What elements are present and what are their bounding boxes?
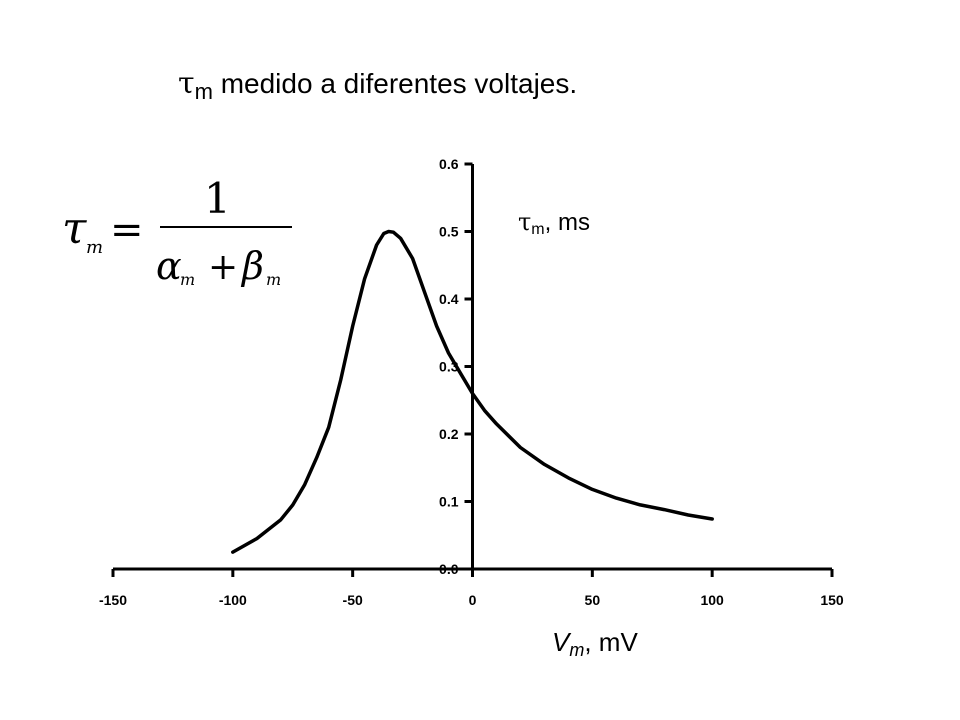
xlabel-v-symbol: V bbox=[552, 627, 570, 657]
x-tick-label: -50 bbox=[343, 592, 363, 608]
formula-lhs-tau: τ bbox=[62, 203, 87, 254]
formula-numerator: 1 bbox=[204, 175, 231, 223]
y-tick-label: 0.4 bbox=[439, 291, 459, 307]
chart-title: τm medido a diferentes voltajes. bbox=[178, 66, 577, 105]
formula-beta: β bbox=[240, 244, 264, 288]
x-tick-label: 50 bbox=[585, 592, 601, 608]
x-tick-label: 100 bbox=[700, 592, 724, 608]
formula-lhs-sub: m bbox=[86, 237, 103, 258]
y-tick-label: 0.6 bbox=[439, 156, 459, 172]
formula-beta-sub: m bbox=[266, 270, 281, 289]
y-tick-label: 0.1 bbox=[439, 494, 459, 510]
ylabel-tau-symbol: τ bbox=[518, 208, 532, 236]
x-axis: -150 -100 -50 0 50 100 150 bbox=[99, 567, 844, 608]
ylabel-subscript: m bbox=[531, 221, 545, 238]
x-tick-label: -100 bbox=[219, 592, 247, 608]
xlabel-subscript: m bbox=[569, 640, 585, 660]
xlabel-text: , mV bbox=[584, 627, 638, 657]
y-axis-label: τm, ms bbox=[518, 208, 590, 239]
x-tick-label: 150 bbox=[820, 592, 844, 608]
y-tick-label: 0.2 bbox=[439, 426, 459, 442]
tau-formula: τ m = 1 α m + β m bbox=[62, 175, 292, 289]
series-layer bbox=[231, 229, 714, 554]
ylabel-text: , ms bbox=[544, 209, 590, 236]
title-tau-symbol: τ bbox=[178, 66, 195, 101]
y-tick-label: 0.0 bbox=[439, 561, 459, 577]
x-axis-label: Vm, mV bbox=[552, 627, 638, 661]
series-line-tau-m bbox=[231, 229, 714, 554]
formula-equals: = bbox=[110, 207, 144, 253]
x-tick-label: -150 bbox=[99, 592, 127, 608]
formula-alpha: α bbox=[156, 244, 182, 288]
title-text: medido a diferentes voltajes. bbox=[212, 68, 578, 99]
formula-alpha-sub: m bbox=[180, 270, 195, 289]
title-subscript: m bbox=[194, 79, 213, 104]
y-axis: 0.00.10.20.30.40.50.6 bbox=[439, 156, 474, 577]
formula-plus: + bbox=[208, 247, 238, 288]
x-tick-label: 0 bbox=[469, 592, 477, 608]
y-tick-label: 0.5 bbox=[439, 224, 459, 240]
